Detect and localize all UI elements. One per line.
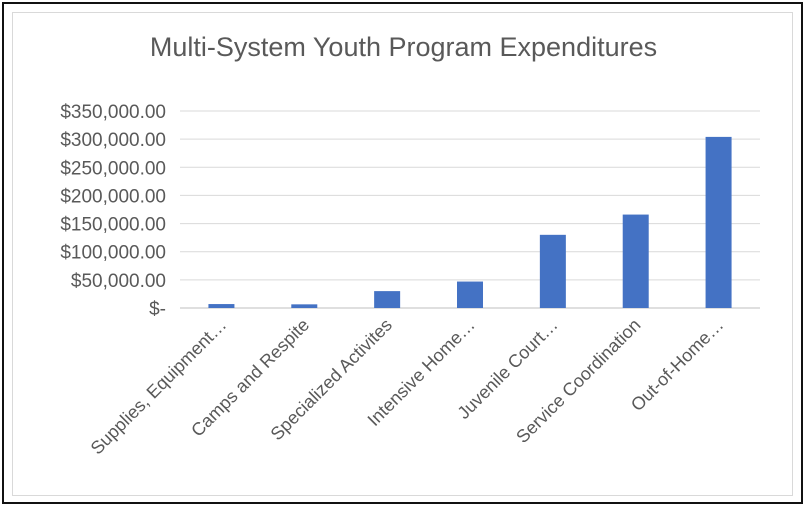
chart-area	[12, 12, 793, 496]
bar	[457, 281, 483, 308]
y-tick-label: $250,000.00	[60, 158, 166, 179]
bar	[622, 214, 649, 308]
y-tick-label: $300,000.00	[60, 130, 166, 151]
y-tick-label: $350,000.00	[60, 102, 166, 123]
bar	[208, 304, 235, 308]
bar	[374, 291, 401, 308]
y-tick-label: $-	[149, 299, 166, 320]
bar	[539, 234, 566, 308]
y-tick-label: $100,000.00	[60, 243, 166, 264]
x-tick-label: Supplies, Equipment…	[87, 315, 231, 459]
bar	[291, 304, 318, 308]
y-tick-label: $150,000.00	[60, 215, 166, 236]
chart-title: Multi-System Youth Program Expenditures	[149, 32, 658, 62]
y-tick-label: $200,000.00	[60, 186, 166, 207]
y-tick-label: $50,000.00	[71, 271, 166, 292]
bar	[705, 136, 732, 308]
